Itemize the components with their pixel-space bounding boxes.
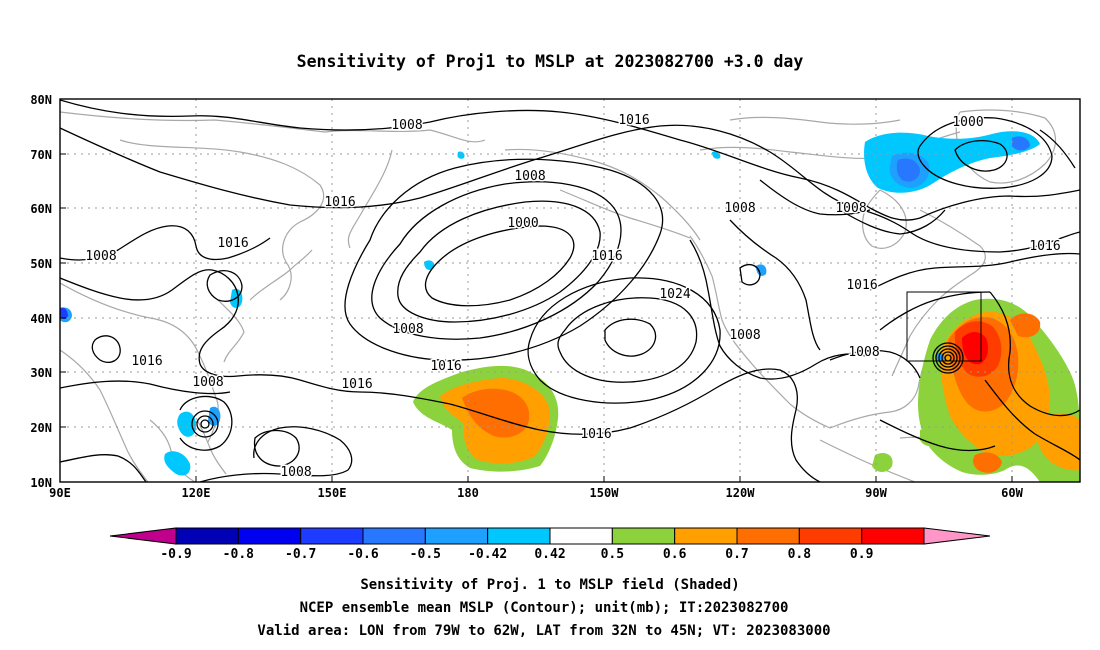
colorbar-label: 0.5 (601, 547, 624, 562)
colorbar-label: -0.6 (347, 547, 378, 562)
colorbar-box (300, 527, 364, 545)
colorbar-label: -0.42 (468, 547, 507, 562)
lon-tick-label: 120W (726, 486, 756, 500)
lat-tick-label: 60N (30, 202, 52, 216)
map-frame (59, 98, 1081, 483)
colorbar-label: -0.5 (410, 547, 441, 562)
lat-tick-label: 40N (30, 312, 52, 326)
lat-tick-label: 30N (30, 366, 52, 380)
colorbar-label: -0.8 (223, 547, 254, 562)
colorbar-box (798, 527, 863, 545)
contour-label: 1016 (580, 427, 611, 442)
lat-tick-label: 50N (30, 257, 52, 271)
contour-label: 1008 (392, 322, 423, 337)
contour-label: 1008 (835, 201, 866, 216)
contour-label: 1008 (848, 345, 879, 360)
lat-tick-label: 10N (30, 476, 52, 490)
contour-label: 1016 (324, 195, 355, 210)
contour-label: 1016 (591, 249, 622, 264)
colorbar-box (611, 527, 676, 545)
colorbar-box (736, 527, 800, 545)
lon-tick-label: 180 (457, 486, 479, 500)
colorbar-label: -0.7 (285, 547, 316, 562)
negative-sensitivity-shading (60, 131, 1040, 476)
colorbar-label: 0.6 (663, 547, 687, 562)
sensitivity-shading (413, 298, 1080, 482)
contour-label: 1024 (659, 287, 690, 302)
colorbar-box (237, 527, 302, 545)
lon-tick-label: 60W (1001, 486, 1023, 500)
contour-labels: 1008 1016 1008 1016 1016 1016 1000 1016 1024 1008… (84, 112, 1062, 482)
map-panel: 1008 1016 1008 1016 1016 1016 1000 1016 1024 1008… (30, 93, 1081, 500)
lat-tick-label: 80N (30, 93, 52, 107)
contour-label: 1008 (514, 169, 545, 184)
contour-label: 1008 (192, 375, 223, 390)
colorbar-label: 0.9 (850, 547, 873, 562)
caption-line-2: NCEP ensemble mean MSLP (Contour); unit(… (300, 600, 789, 616)
lon-tick-label: 90W (865, 486, 887, 500)
mslp-contours (60, 99, 1080, 482)
lon-tick-labels: 90E 120E 150E 180 150W 120W 90W 60W (49, 486, 1023, 500)
contour-label: 1016 (131, 354, 162, 369)
contour-label: 1008 (280, 465, 311, 480)
colorbar-box (487, 527, 551, 545)
colorbar-label: 0.7 (725, 547, 748, 562)
colorbar-box (424, 527, 489, 545)
contour-label: 1008 (729, 328, 760, 343)
contour-label: 1016 (1029, 239, 1060, 254)
contour-label: 1008 (85, 249, 116, 264)
lon-tick-label: 120E (182, 486, 211, 500)
colorbar-extend-low (109, 527, 177, 545)
contour-label: 1016 (846, 278, 877, 293)
colorbar-extend-high (923, 527, 991, 545)
lon-tick-label: 150E (318, 486, 347, 500)
contour-label: 1016 (341, 377, 372, 392)
contour-label: 1008 (391, 118, 422, 133)
axis-ticks (60, 153, 1013, 482)
contour-label: 1008 (724, 201, 755, 216)
lat-tick-label: 70N (30, 148, 52, 162)
caption: Sensitivity of Proj. 1 to MSLP field (Sh… (257, 577, 830, 639)
colorbar-box (549, 527, 613, 545)
contour-label: 1016 (217, 236, 248, 251)
contour-label: 1016 (430, 359, 461, 374)
figure-title: Sensitivity of Proj1 to MSLP at 20230827… (297, 52, 804, 71)
colorbar-box (861, 527, 925, 545)
caption-line-3: Valid area: LON from 79W to 62W, LAT fro… (257, 623, 830, 639)
colorbar-box (674, 527, 738, 545)
valid-area-box (906, 291, 982, 362)
lon-tick-label: 90E (49, 486, 71, 500)
contour-label: 1000 (507, 216, 538, 231)
caption-line-1: Sensitivity of Proj. 1 to MSLP field (Sh… (360, 577, 739, 593)
colorbar-box (362, 527, 426, 545)
colorbar-labels: -0.9 -0.8 -0.7 -0.6 -0.5 -0.42 0.42 0.5 0.6 0.7 0.… (160, 547, 873, 562)
contour-label: 1016 (618, 113, 649, 128)
lon-tick-label: 150W (590, 486, 620, 500)
contour-label: 1000 (952, 115, 983, 130)
graticule (60, 99, 1080, 482)
lat-tick-labels: 80N 70N 60N 50N 40N 30N 20N 10N (30, 93, 52, 490)
colorbar-box (175, 527, 239, 545)
colorbar-label: -0.9 (160, 547, 191, 562)
colorbar-label: 0.8 (788, 547, 812, 562)
colorbar (109, 527, 991, 545)
colorbar-label: 0.42 (534, 547, 565, 562)
lat-tick-label: 20N (30, 421, 52, 435)
